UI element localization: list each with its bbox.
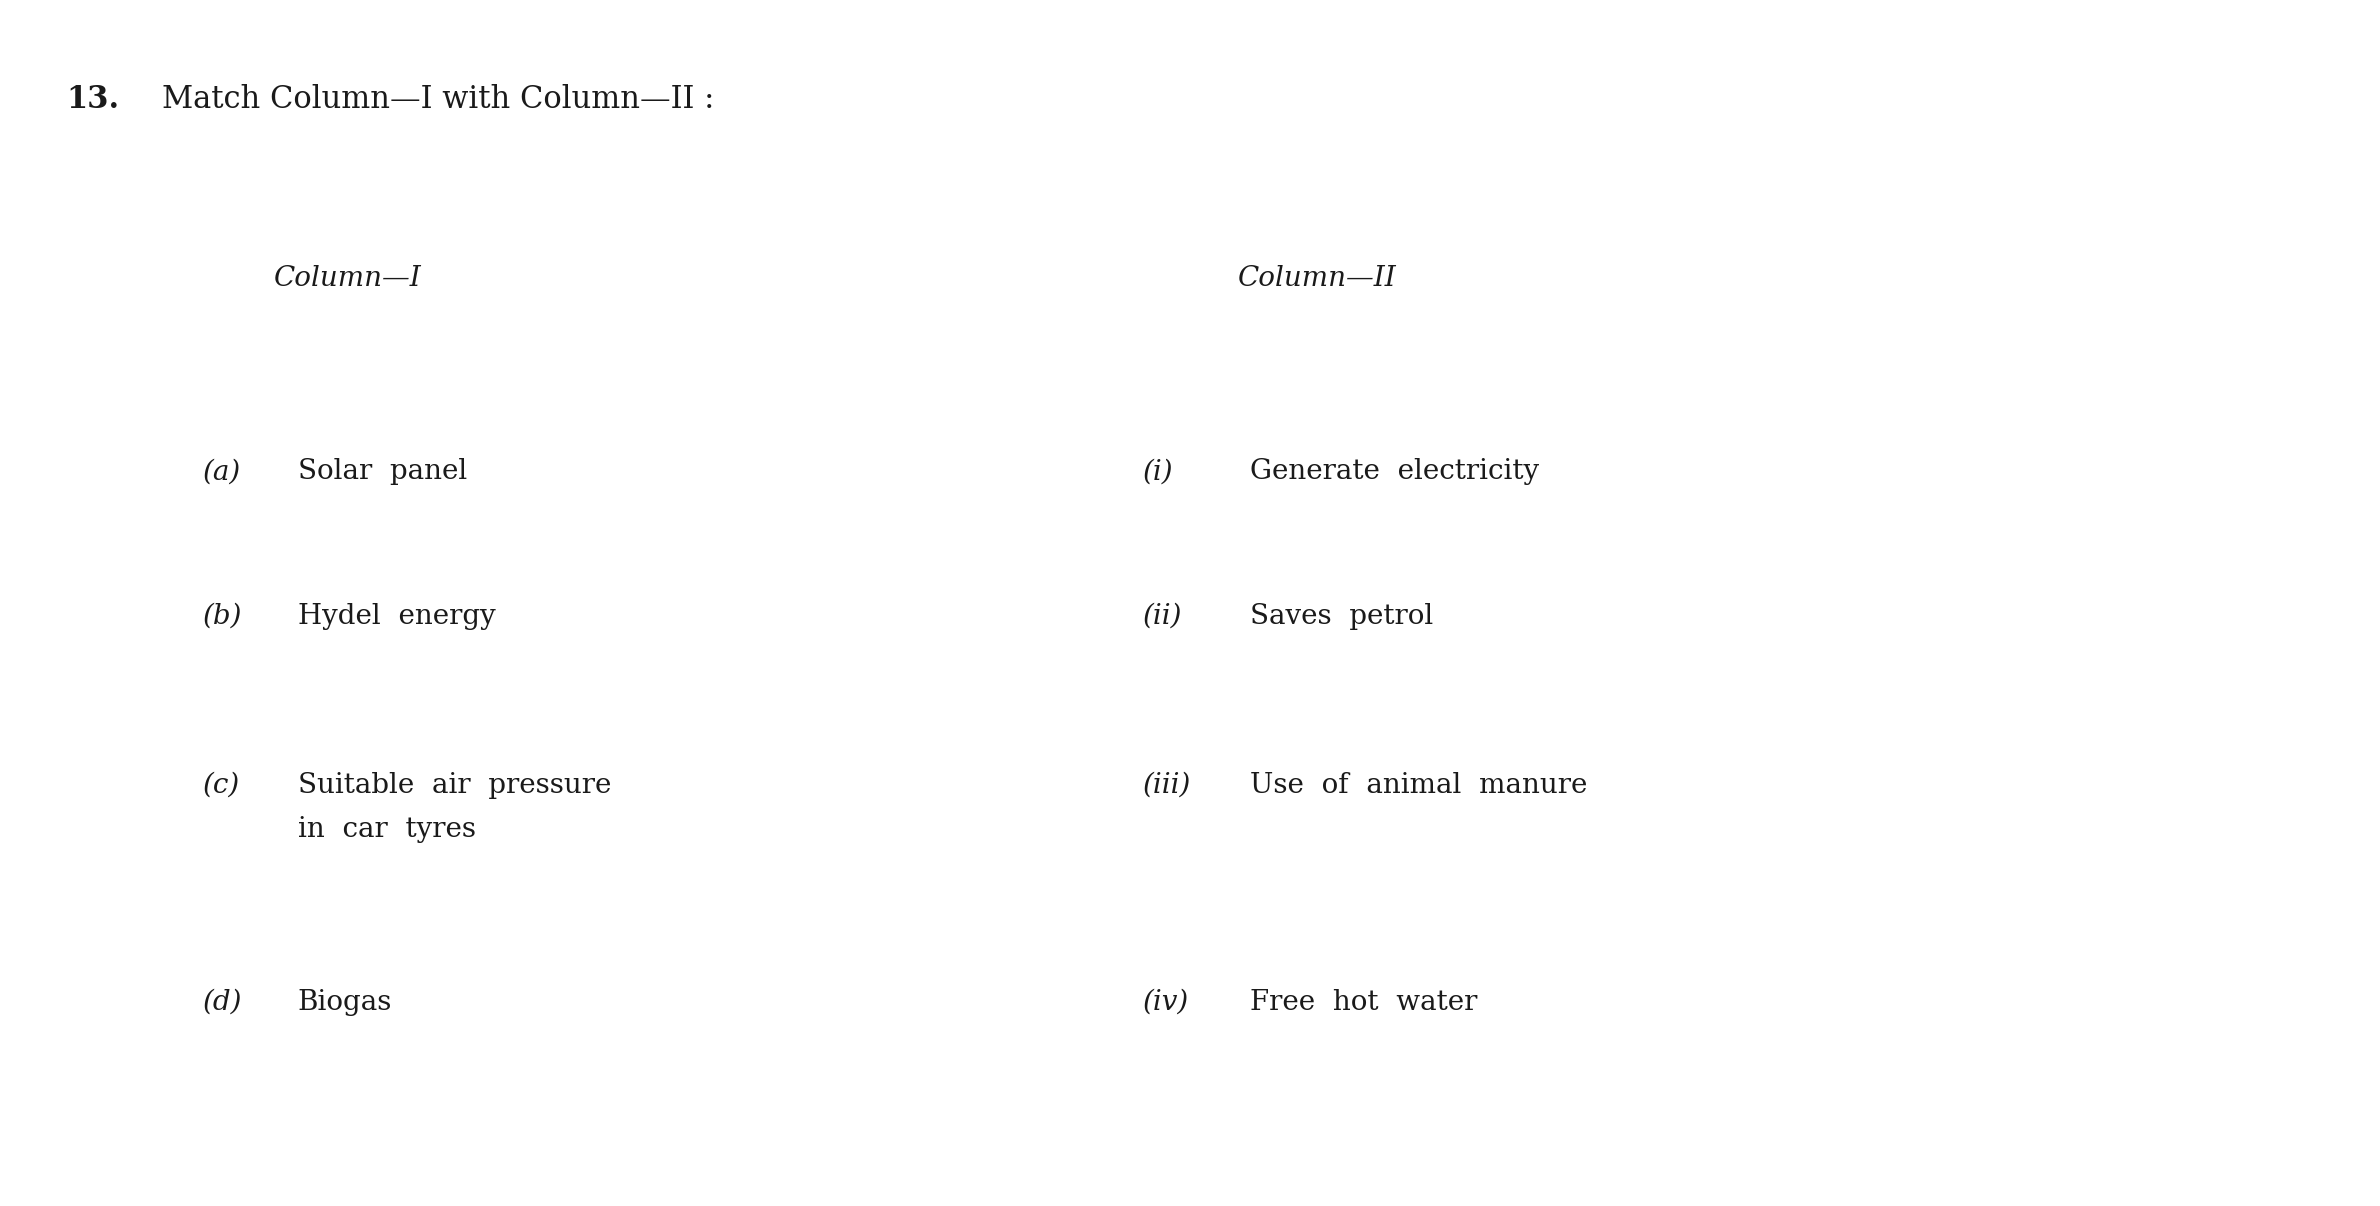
Text: 13.: 13. bbox=[67, 84, 119, 116]
Text: Solar  panel: Solar panel bbox=[298, 458, 466, 485]
Text: Suitable  air  pressure
in  car  tyres: Suitable air pressure in car tyres bbox=[298, 772, 612, 843]
Text: (b): (b) bbox=[202, 603, 243, 630]
Text: Biogas: Biogas bbox=[298, 989, 393, 1015]
Text: (a): (a) bbox=[202, 458, 240, 485]
Text: Column—II: Column—II bbox=[1238, 265, 1397, 292]
Text: Free  hot  water: Free hot water bbox=[1250, 989, 1478, 1015]
Text: Hydel  energy: Hydel energy bbox=[298, 603, 495, 630]
Text: Use  of  animal  manure: Use of animal manure bbox=[1250, 772, 1587, 798]
Text: (iv): (iv) bbox=[1142, 989, 1188, 1015]
Text: (d): (d) bbox=[202, 989, 243, 1015]
Text: Generate  electricity: Generate electricity bbox=[1250, 458, 1537, 485]
Text: Saves  petrol: Saves petrol bbox=[1250, 603, 1433, 630]
Text: Match Column—I with Column—II :: Match Column—I with Column—II : bbox=[162, 84, 714, 116]
Text: (ii): (ii) bbox=[1142, 603, 1183, 630]
Text: (iii): (iii) bbox=[1142, 772, 1190, 798]
Text: (i): (i) bbox=[1142, 458, 1173, 485]
Text: (c): (c) bbox=[202, 772, 240, 798]
Text: Column—I: Column—I bbox=[274, 265, 421, 292]
